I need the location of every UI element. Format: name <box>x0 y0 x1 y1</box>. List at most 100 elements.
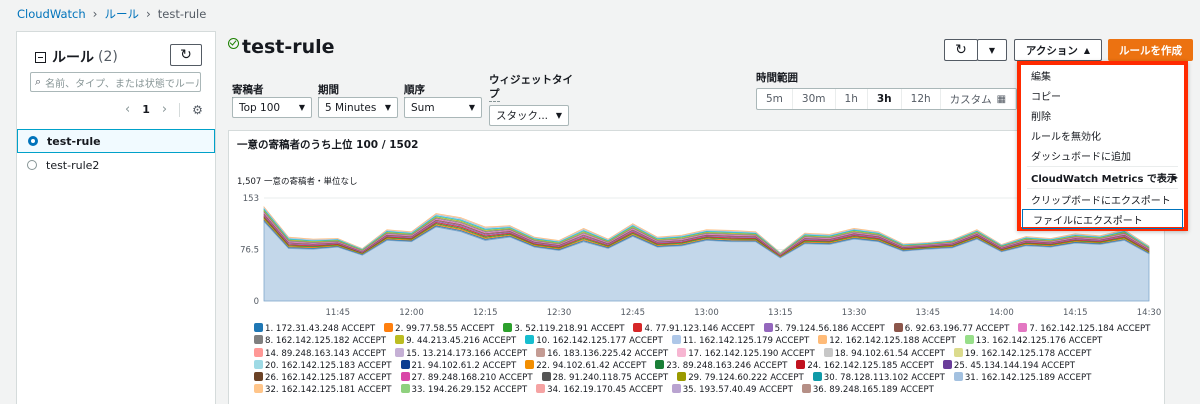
time-range-3h[interactable]: 3h <box>868 89 902 109</box>
rules-refresh-button[interactable]: ↻ <box>170 44 202 66</box>
breadcrumb-rules[interactable]: ルール <box>104 7 139 21</box>
legend-item[interactable]: 33. 194.26.29.152 ACCEPT <box>400 384 527 396</box>
refresh-button[interactable]: ↻ <box>944 39 978 61</box>
legend-item[interactable]: 14. 89.248.163.143 ACCEPT <box>254 347 386 360</box>
legend-item[interactable]: 7. 162.142.125.184 ACCEPT <box>1018 323 1150 335</box>
time-range-custom[interactable]: カスタム ▦ <box>941 89 1017 109</box>
legend-label: 36. 89.248.165.189 ACCEPT <box>812 385 934 396</box>
menu-divider <box>1027 188 1178 189</box>
legend-item[interactable]: 4. 77.91.123.146 ACCEPT <box>633 323 755 335</box>
collapse-icon[interactable] <box>35 51 46 63</box>
legend-item[interactable]: 20. 162.142.125.183 ACCEPT <box>254 359 392 372</box>
widget-type-select[interactable]: スタック... ▼ <box>489 105 569 126</box>
legend-item[interactable]: 6. 92.63.196.77 ACCEPT <box>893 323 1010 335</box>
legend-item[interactable]: 9. 44.213.45.216 ACCEPT <box>395 335 516 347</box>
gear-icon[interactable]: ⚙ <box>192 102 203 117</box>
legend-item[interactable]: 8. 162.142.125.182 ACCEPT <box>254 335 386 347</box>
legend-item[interactable]: 17. 162.142.125.190 ACCEPT <box>677 347 815 360</box>
time-range-1h[interactable]: 1h <box>836 89 868 109</box>
legend-swatch <box>677 372 687 382</box>
menu-item-delete[interactable]: 削除 <box>1031 111 1051 123</box>
legend-item[interactable]: 1. 172.31.43.248 ACCEPT <box>254 323 375 335</box>
period-select[interactable]: 5 Minutes ▼ <box>318 97 398 118</box>
menu-item-export-clipboard[interactable]: クリップボードにエクスポート <box>1031 195 1171 207</box>
time-range-selector: 5m 30m 1h 3h 12h カスタム ▦ <box>756 88 1018 110</box>
legend-item[interactable]: 27. 89.248.168.210 ACCEPT <box>400 372 533 384</box>
legend-item[interactable]: 31. 162.142.125.189 ACCEPT <box>953 372 1091 384</box>
legend-swatch <box>254 347 263 357</box>
legend-item[interactable]: 5. 79.124.56.186 ACCEPT <box>763 323 885 335</box>
legend-item[interactable]: 30. 78.128.113.102 ACCEPT <box>812 372 945 384</box>
actions-label: アクション <box>1025 44 1078 57</box>
legend-item[interactable]: 28. 91.240.118.75 ACCEPT <box>541 372 668 384</box>
legend-label: 6. 92.63.196.77 ACCEPT <box>904 324 1010 334</box>
legend-item[interactable]: 16. 183.136.225.42 ACCEPT <box>536 347 668 360</box>
legend-item[interactable]: 32. 162.142.125.181 ACCEPT <box>254 384 392 396</box>
menu-item-view-in-metrics[interactable]: CloudWatch Metrics で表示 ▶ <box>1021 167 1184 187</box>
widget-type-label-2: プ <box>489 88 500 102</box>
rule-item-test-rule[interactable]: test-rule <box>17 129 215 153</box>
legend-item[interactable]: 18. 94.102.61.54 ACCEPT <box>823 347 945 360</box>
rule-item-test-rule2[interactable]: test-rule2 <box>17 153 215 177</box>
search-icon: ⌕ <box>35 75 42 88</box>
legend-label: 3. 52.119.218.91 ACCEPT <box>514 324 625 334</box>
legend-item[interactable]: 21. 94.102.61.2 ACCEPT <box>400 359 516 372</box>
legend-item[interactable]: 11. 162.142.125.179 ACCEPT <box>671 335 809 347</box>
create-rule-button[interactable]: ルールを作成 <box>1108 39 1193 61</box>
breadcrumb-cloudwatch[interactable]: CloudWatch <box>17 7 86 21</box>
rules-title-label: ルール <box>52 50 94 66</box>
legend-label: 29. 79.124.60.222 ACCEPT <box>688 373 804 384</box>
next-page-icon[interactable]: › <box>161 102 168 117</box>
legend-swatch <box>812 372 822 382</box>
legend-swatch <box>893 323 903 332</box>
legend-item[interactable]: 13. 162.142.125.176 ACCEPT <box>964 335 1102 347</box>
time-range-30m[interactable]: 30m <box>793 89 836 109</box>
page-number[interactable]: 1 <box>142 103 150 116</box>
order-select[interactable]: Sum ▼ <box>404 97 482 118</box>
legend-item[interactable]: 29. 79.124.60.222 ACCEPT <box>677 372 804 384</box>
page-title-text: test-rule <box>242 36 335 58</box>
time-range-12h[interactable]: 12h <box>902 89 941 109</box>
menu-item-add-to-dashboard[interactable]: ダッシュボードに追加 <box>1031 151 1131 163</box>
legend-item[interactable]: 3. 52.119.218.91 ACCEPT <box>503 323 624 335</box>
legend-item[interactable]: 23. 89.248.163.246 ACCEPT <box>655 359 787 372</box>
y-tick-label: 76.5 <box>240 246 259 256</box>
legend-item[interactable]: 35. 193.57.40.49 ACCEPT <box>671 384 793 396</box>
rules-search-input[interactable]: ⌕ 名前、タイプ、または状態でルール <box>30 72 201 92</box>
radio-selected-icon[interactable] <box>28 136 38 146</box>
legend-item[interactable]: 10. 162.142.125.177 ACCEPT <box>525 335 663 347</box>
prev-page-icon[interactable]: ‹ <box>125 102 131 117</box>
legend-swatch <box>400 372 410 382</box>
legend-swatch <box>964 335 974 345</box>
menu-item-copy[interactable]: コピー <box>1031 91 1061 103</box>
legend-swatch <box>400 359 410 369</box>
legend-label: 27. 89.248.168.210 ACCEPT <box>411 373 533 384</box>
menu-item-disable-rule[interactable]: ルールを無効化 <box>1031 131 1101 143</box>
x-tick-label: 14:30 <box>1137 308 1162 318</box>
legend-item[interactable]: 15. 13.214.173.166 ACCEPT <box>395 347 527 360</box>
legend-item[interactable]: 22. 94.102.61.42 ACCEPT <box>525 359 646 372</box>
legend-item[interactable]: 34. 162.19.170.45 ACCEPT <box>536 384 663 396</box>
order-value: Sum <box>411 101 435 114</box>
legend-item[interactable]: 36. 89.248.165.189 ACCEPT <box>801 384 934 396</box>
submenu-arrow-icon: ▶ <box>1171 172 1178 182</box>
legend-item[interactable]: 12. 162.142.125.188 ACCEPT <box>818 335 956 347</box>
contributors-select[interactable]: Top 100 ▼ <box>232 97 312 118</box>
legend-item[interactable]: 2. 99.77.58.55 ACCEPT <box>384 323 494 335</box>
legend-item[interactable]: 26. 162.142.125.187 ACCEPT <box>254 372 392 384</box>
menu-item-export-file[interactable]: ファイルにエクスポート <box>1022 209 1183 229</box>
radio-icon[interactable] <box>27 160 37 170</box>
legend-label: 26. 162.142.125.187 ACCEPT <box>265 373 392 384</box>
legend-swatch <box>254 359 263 369</box>
legend-item[interactable]: 19. 162.142.125.178 ACCEPT <box>953 347 1091 360</box>
menu-item-edit[interactable]: 編集 <box>1031 71 1051 83</box>
divider <box>179 102 181 117</box>
legend-swatch <box>655 359 665 369</box>
legend-item[interactable]: 25. 45.134.144.194 ACCEPT <box>942 359 1075 372</box>
x-tick-label: 12:00 <box>399 308 424 318</box>
actions-button[interactable]: アクション ▲ <box>1014 39 1102 61</box>
legend-swatch <box>942 359 952 369</box>
time-range-5m[interactable]: 5m <box>757 89 793 109</box>
refresh-options-button[interactable]: ▼ <box>977 39 1007 61</box>
legend-item[interactable]: 24. 162.142.125.185 ACCEPT <box>796 359 934 372</box>
